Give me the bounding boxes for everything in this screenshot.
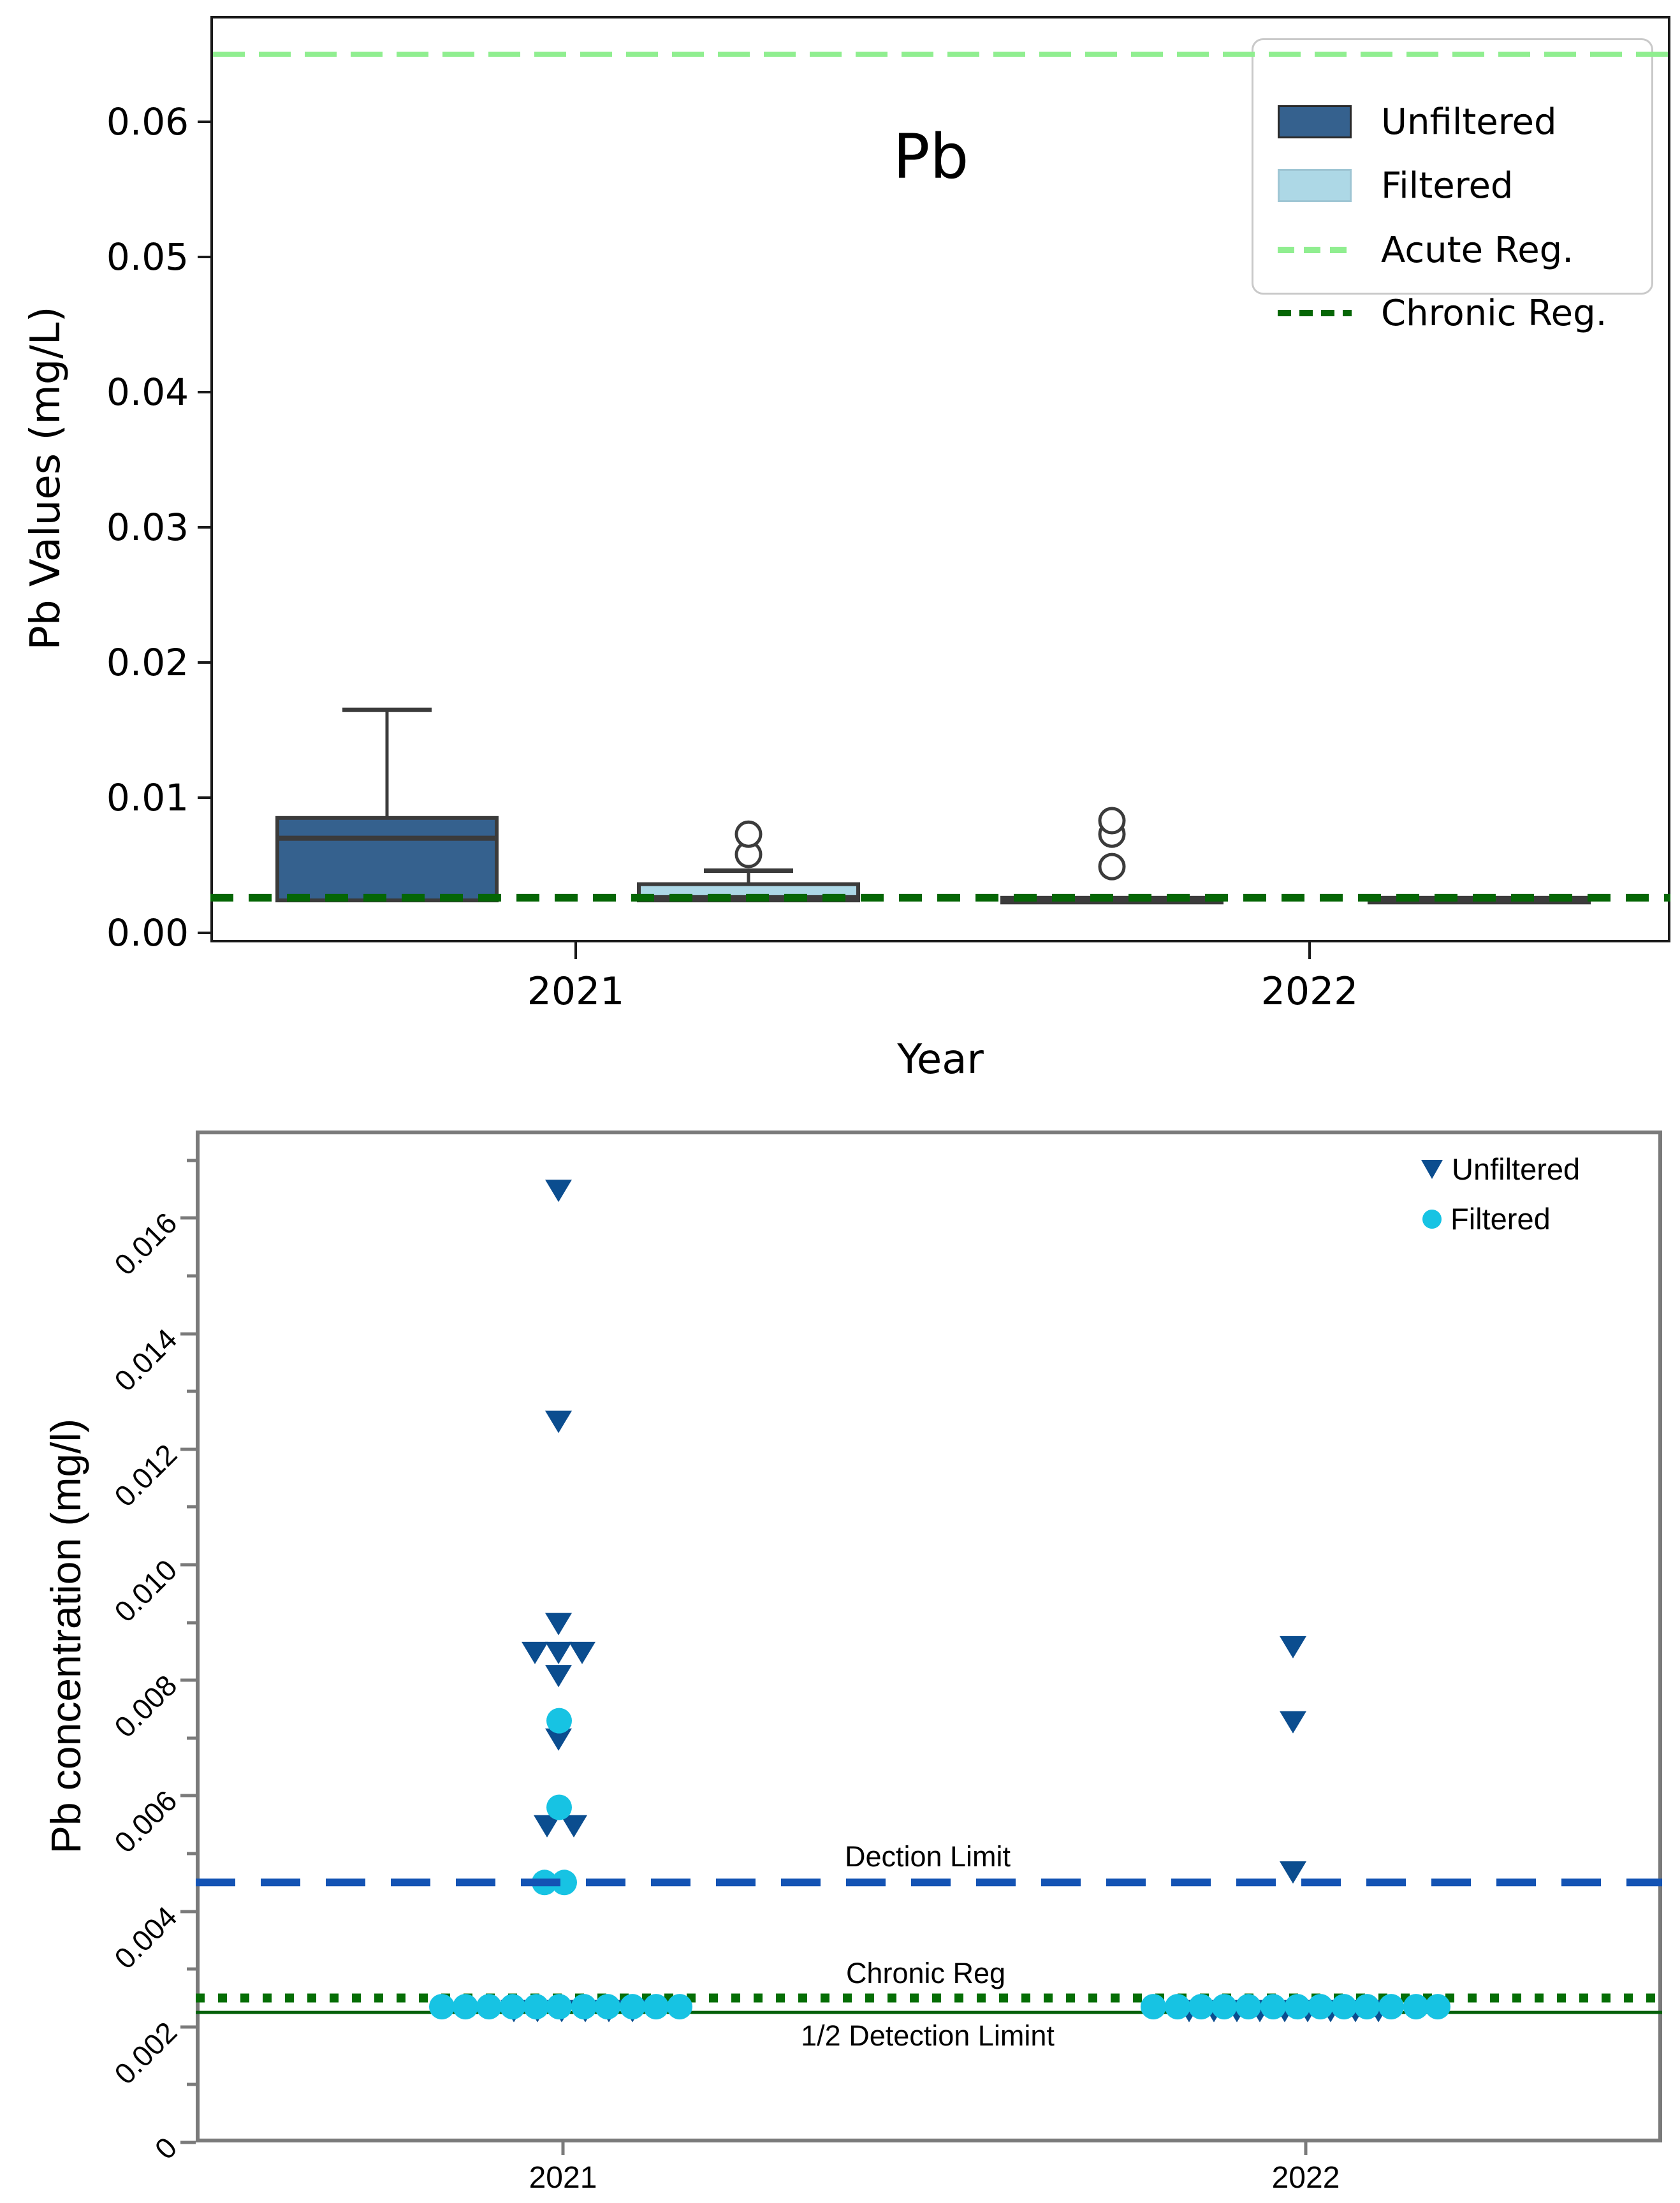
x-tick-label: 2021 — [529, 2161, 597, 2195]
bottom-y-axis-label: Pb concentration (mg/l) — [42, 1418, 89, 1854]
y-minor-tick — [187, 1852, 196, 1855]
y-tick — [198, 121, 212, 123]
circle-marker-icon — [1422, 1209, 1442, 1229]
y-tick — [198, 256, 212, 258]
bottom-legend-item-filtered: Filtered — [1422, 1201, 1551, 1236]
x-tick-label: 2022 — [1260, 969, 1359, 1014]
y-tick — [198, 661, 212, 664]
top-y-axis-label: Pb Values (mg/L) — [22, 306, 69, 650]
y-tick-label: 0.010 — [108, 1553, 184, 1628]
y-tick-label: 0.006 — [108, 1784, 184, 1860]
y-minor-tick — [187, 1621, 196, 1625]
unfiltered-swatch-icon — [1278, 105, 1352, 138]
y-tick-label: 0.01 — [106, 776, 189, 819]
top-legend: Unfiltered Filtered Acute Reg. Chronic R… — [1252, 38, 1653, 334]
bottom-chart-plot-area — [196, 1131, 1662, 2142]
y-tick — [180, 2025, 196, 2029]
legend-item-unfiltered: Unfiltered — [1278, 101, 1557, 143]
y-tick-label: 0.06 — [106, 100, 189, 143]
y-tick — [180, 1910, 196, 1914]
y-minor-tick — [187, 1505, 196, 1509]
legend-label: Filtered — [1450, 1202, 1551, 1236]
y-tick-label: 0.016 — [108, 1206, 184, 1282]
legend-item-acute: Acute Reg. — [1278, 229, 1574, 271]
legend-label: Filtered — [1381, 165, 1514, 207]
y-tick — [180, 1563, 196, 1567]
x-tick-label: 2022 — [1271, 2161, 1340, 2195]
y-tick — [180, 1678, 196, 1682]
y-tick-label: 0.02 — [106, 641, 189, 684]
y-tick — [198, 526, 212, 529]
y-minor-tick — [187, 1967, 196, 1971]
acute-dashed-line-icon — [1278, 247, 1352, 253]
chronic-reg-annotation: Chronic Reg — [845, 1957, 1006, 1989]
y-tick-label: 0.05 — [106, 235, 189, 279]
y-tick-label: 0.004 — [108, 1899, 184, 1975]
y-tick — [198, 932, 212, 934]
triangle-down-icon — [1421, 1159, 1443, 1179]
legend-item-filtered: Filtered — [1278, 165, 1513, 207]
x-tick — [1308, 942, 1311, 959]
x-tick — [561, 2142, 565, 2155]
y-tick-label: 0.03 — [106, 506, 189, 549]
y-tick-label: 0.002 — [108, 2015, 184, 2091]
y-tick — [198, 796, 212, 799]
y-tick-label: 0.014 — [108, 1322, 184, 1398]
x-tick — [574, 942, 577, 959]
filtered-swatch-icon — [1278, 169, 1352, 202]
legend-label: Acute Reg. — [1381, 229, 1574, 271]
acute-reg-line — [213, 52, 1670, 57]
legend-label: Unfiltered — [1381, 101, 1557, 143]
y-minor-tick — [187, 1159, 196, 1162]
y-tick — [180, 1447, 196, 1451]
y-tick-label: 0.008 — [108, 1668, 184, 1744]
legend-label: Unfiltered — [1452, 1152, 1581, 1186]
y-minor-tick — [187, 1274, 196, 1278]
top-chart-title: Pb — [893, 121, 969, 193]
y-minor-tick — [187, 1389, 196, 1393]
y-tick — [198, 391, 212, 393]
y-tick-label: 0.012 — [108, 1437, 184, 1513]
y-minor-tick — [187, 1736, 196, 1740]
y-tick-label: 0.00 — [106, 911, 189, 955]
y-minor-tick — [187, 2082, 196, 2086]
legend-item-chronic: Chronic Reg. — [1278, 292, 1607, 334]
x-tick — [1304, 2142, 1308, 2155]
x-tick-label: 2021 — [527, 969, 625, 1014]
chronic-dashed-line-icon — [1278, 310, 1352, 316]
y-tick — [180, 1216, 196, 1220]
half-detection-limit-annotation: 1/2 Detection Limint — [801, 2019, 1055, 2052]
legend-label: Chronic Reg. — [1381, 292, 1607, 334]
y-tick-label: 0 — [148, 2130, 184, 2166]
y-tick — [180, 1332, 196, 1336]
y-tick-label: 0.04 — [106, 370, 189, 414]
detection-limit-annotation: Dection Limit — [844, 1840, 1011, 1873]
top-chart-plot-area — [210, 16, 1670, 942]
y-tick — [180, 1794, 196, 1797]
top-x-axis-label: Year — [897, 1036, 984, 1083]
y-tick — [180, 2141, 196, 2144]
bottom-legend-item-unfiltered: Unfiltered — [1421, 1152, 1580, 1187]
